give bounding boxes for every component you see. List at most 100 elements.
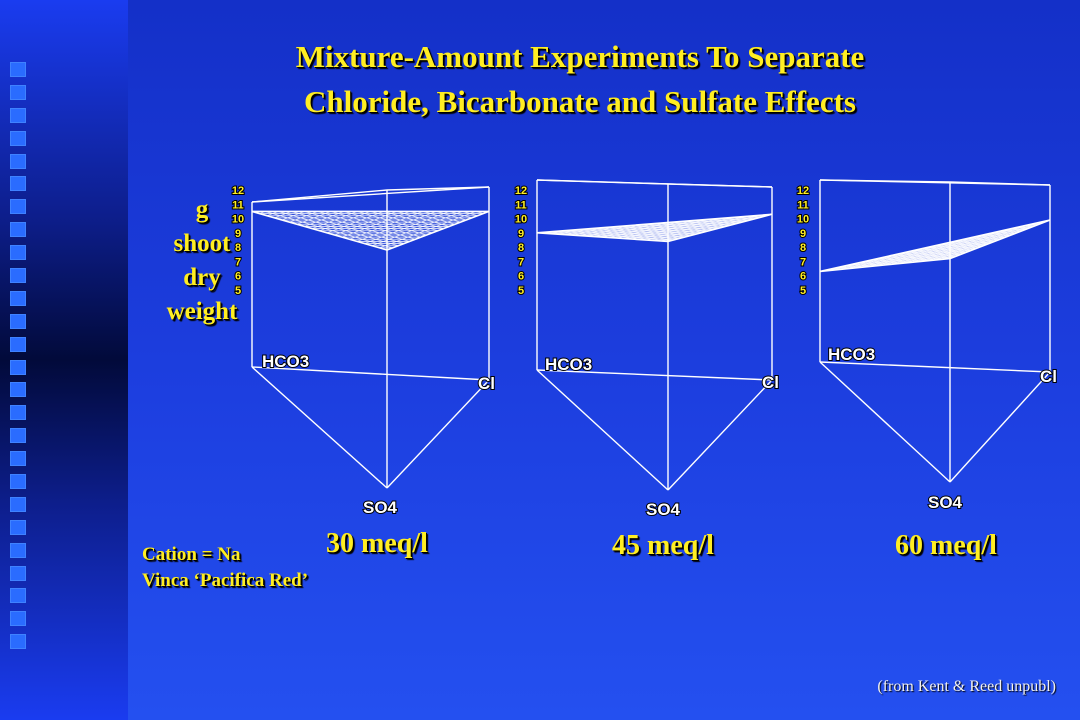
- surface-mesh-line: [379, 211, 476, 249]
- surface-mesh-line: [884, 245, 936, 266]
- bullet-square: [10, 313, 26, 329]
- box-edge: [386, 379, 490, 489]
- surface-mesh-line: [827, 221, 1045, 272]
- surface-mesh-line: [832, 256, 956, 269]
- bullet-square: [10, 176, 26, 192]
- y-tick-label: 5: [800, 285, 806, 297]
- surface-mesh-line: [265, 211, 393, 249]
- bullet-square: [10, 519, 26, 535]
- y-tick-label: 12: [797, 185, 809, 197]
- box-edge: [251, 189, 388, 203]
- surface-mesh-line: [870, 234, 1012, 267]
- y-tick-label: 10: [515, 214, 527, 226]
- surface-mesh-line: [576, 229, 686, 238]
- surface-mesh-line: [304, 211, 410, 242]
- box-edge: [949, 371, 1051, 483]
- box-edge: [819, 361, 1051, 373]
- bullet-square: [10, 451, 26, 467]
- y-tick-label: 7: [518, 256, 524, 268]
- bullet-square: [10, 199, 26, 215]
- y-tick-label: 7: [800, 256, 806, 268]
- cl-label: Cl: [762, 373, 779, 392]
- surface-mesh-line: [550, 231, 674, 241]
- y-tick-label: 9: [518, 228, 524, 240]
- box-edge: [819, 361, 951, 483]
- panel-caption-45: 45 meq/l: [612, 530, 714, 561]
- surface-mesh-line: [653, 215, 746, 241]
- surface-mesh-line: [544, 215, 767, 234]
- surface-mesh-line: [566, 219, 749, 236]
- y-tick-label: 6: [235, 271, 241, 283]
- bullet-square: [10, 496, 26, 512]
- bullet-square: [10, 130, 26, 146]
- surface-mesh-line: [646, 236, 686, 241]
- surface-mesh-line: [848, 228, 1028, 269]
- y-tick-label: 8: [518, 242, 524, 254]
- bullet-square: [10, 153, 26, 169]
- surface-mesh-line: [858, 251, 967, 264]
- surface-mesh-line: [602, 223, 655, 238]
- surface-mesh-line: [558, 229, 577, 235]
- box-edge: [949, 181, 1051, 186]
- y-axis-label-line: g: [195, 196, 209, 223]
- bullet-square: [10, 405, 26, 421]
- y-tick-label: 10: [232, 214, 244, 226]
- bullet-square: [10, 428, 26, 444]
- so4-label: SO4: [363, 498, 398, 517]
- variety-line: Vinca ‘Pacifica Red’: [142, 570, 309, 591]
- surface-mesh-line: [841, 262, 859, 270]
- box-edge: [536, 369, 773, 381]
- y-tick-label: 11: [797, 199, 809, 211]
- surface-mesh-line: [928, 251, 967, 262]
- surface-mesh-line: [732, 216, 755, 220]
- bullet-square: [10, 245, 26, 261]
- surface-mesh-line: [371, 211, 463, 247]
- box-edge: [251, 186, 490, 203]
- box-edge: [536, 179, 669, 185]
- bullet-square: [10, 336, 26, 352]
- y-tick-label: 6: [800, 271, 806, 283]
- bullet-square: [10, 268, 26, 284]
- left-decorative-band: [0, 0, 128, 720]
- surface-mesh-line: [558, 218, 755, 235]
- y-tick-label: 11: [232, 199, 244, 211]
- box-edge: [536, 369, 669, 491]
- surface-mesh-line: [356, 211, 437, 242]
- surface-mesh-line: [935, 225, 1025, 261]
- box-edge: [819, 179, 951, 183]
- bullet-square: [10, 542, 26, 558]
- y-tick-label: 7: [235, 256, 241, 268]
- bullet-square: [10, 634, 26, 650]
- cl-label: Cl: [478, 374, 495, 393]
- bullet-square: [10, 359, 26, 375]
- y-tick-label: 12: [232, 185, 244, 197]
- box-edge: [667, 379, 773, 491]
- so4-label: SO4: [928, 493, 963, 512]
- surface-mesh-line: [370, 211, 439, 232]
- slide-title: Mixture-Amount Experiments To Separate C…: [140, 34, 1020, 124]
- cation-line: Cation = Na: [142, 544, 241, 565]
- surface-mesh-line: [654, 223, 721, 229]
- title-line-1: Mixture-Amount Experiments To Separate: [295, 39, 865, 74]
- surface-mesh-line: [551, 216, 761, 235]
- bullet-square: [10, 290, 26, 306]
- surface-mesh-line: [449, 211, 473, 219]
- so4-label: SO4: [646, 500, 681, 519]
- y-tick-label: 9: [800, 228, 806, 240]
- y-axis-label-line: weight: [166, 298, 238, 325]
- bullet-square: [10, 62, 26, 77]
- surface-mesh-line: [278, 211, 399, 247]
- bullet-square: [10, 588, 26, 604]
- surface-mesh-line: [291, 211, 405, 244]
- y-tick-label: 10: [797, 214, 809, 226]
- panel-caption-60: 60 meq/l: [895, 530, 997, 561]
- title-line-2: Chloride, Bicarbonate and Sulfate Effect…: [304, 84, 856, 119]
- surface-mesh-line: [364, 211, 450, 244]
- hco3-label: HCO3: [545, 355, 592, 374]
- surface-mesh-line: [563, 230, 680, 239]
- y-axis-label: g shoot dry weight: [152, 193, 252, 329]
- surface-mesh-line: [660, 214, 760, 242]
- surface-mesh-line: [884, 238, 1001, 266]
- bullet-square: [10, 474, 26, 490]
